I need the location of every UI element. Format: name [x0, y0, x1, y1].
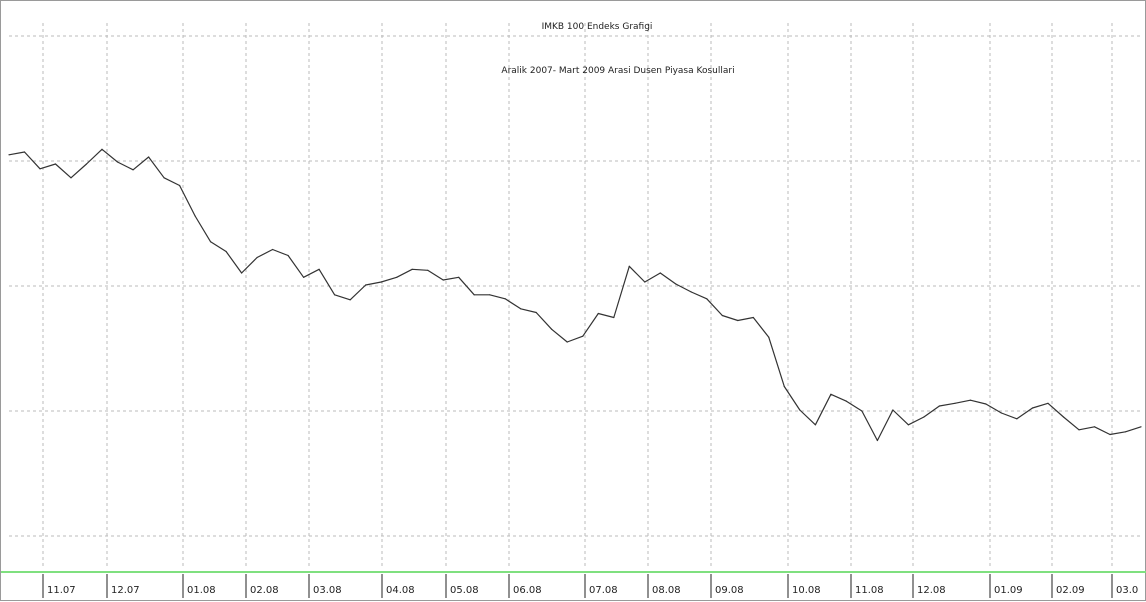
data-point	[845, 400, 848, 402]
x-tick-label: 11.08	[855, 585, 884, 596]
data-point	[613, 316, 615, 319]
data-point	[179, 184, 181, 187]
data-point	[675, 283, 677, 285]
data-point	[644, 281, 646, 283]
x-tick-label: 07.08	[589, 585, 618, 596]
data-point	[535, 311, 537, 314]
data-point	[907, 424, 910, 426]
x-tick-label: 10.08	[792, 585, 821, 596]
chart-title: IMKB 100 Endeks Grafigi	[542, 22, 653, 32]
data-point	[1031, 407, 1034, 409]
x-tick-label: 11.07	[47, 585, 76, 596]
data-point	[566, 341, 568, 343]
data-point	[597, 312, 599, 315]
data-point	[1016, 418, 1018, 420]
data-point	[721, 314, 723, 317]
data-point	[116, 161, 119, 163]
data-point	[473, 294, 475, 296]
data-point	[442, 279, 444, 281]
data-point	[954, 402, 956, 404]
x-tick-label: 12.08	[917, 585, 946, 596]
data-point	[551, 328, 553, 330]
data-point	[1124, 431, 1127, 433]
data-point	[427, 269, 429, 271]
data-point	[163, 177, 165, 179]
x-tick-label: 01.08	[187, 585, 216, 596]
axis-layer: 11.07 12.07 01.08 02.08 03.08 04.08 05.08 06.08…	[1, 571, 1146, 598]
data-point	[737, 319, 739, 322]
series-line	[8, 148, 1142, 442]
data-point	[241, 272, 243, 274]
data-point	[396, 276, 398, 278]
series-layer	[8, 148, 1142, 442]
x-tick-label: 03.08	[313, 585, 342, 596]
data-point	[1109, 433, 1111, 436]
chart-subtitle: Aralik 2007- Mart 2009 Arasi Dusen Piyas…	[501, 66, 734, 76]
data-point	[210, 241, 212, 243]
data-point	[799, 409, 801, 411]
data-point	[489, 294, 491, 296]
x-tick-label: 02.08	[250, 585, 279, 596]
data-point	[659, 272, 661, 274]
data-point	[194, 215, 196, 217]
data-point	[132, 169, 134, 171]
data-point	[365, 284, 367, 286]
data-point	[85, 163, 88, 165]
x-tick-label: 02.09	[1056, 585, 1085, 596]
data-point	[706, 298, 708, 300]
data-point	[814, 424, 817, 426]
data-point	[8, 154, 10, 156]
x-tick-label: 09.08	[715, 585, 744, 596]
data-point	[938, 405, 941, 407]
data-point	[334, 294, 336, 296]
data-point	[349, 299, 351, 301]
data-point	[1078, 429, 1080, 431]
data-point	[923, 416, 925, 418]
data-point	[411, 268, 413, 270]
x-tick-label: 01.09	[994, 585, 1023, 596]
data-point	[1093, 426, 1096, 428]
data-point	[752, 316, 754, 319]
x-tick-label: 03.0	[1116, 585, 1138, 596]
x-tick-label: 06.08	[513, 585, 542, 596]
data-point	[628, 265, 630, 267]
data-point	[225, 250, 227, 253]
data-point	[101, 148, 103, 150]
x-tick-label: 12.07	[111, 585, 140, 596]
data-point	[1047, 402, 1049, 404]
data-point	[783, 385, 785, 388]
data-point	[1062, 416, 1065, 418]
x-tick-label: 05.08	[450, 585, 479, 596]
data-point	[458, 276, 460, 278]
data-point	[985, 403, 987, 405]
data-point	[148, 156, 150, 158]
data-point	[582, 335, 584, 337]
data-point	[1140, 426, 1142, 428]
data-point	[861, 410, 863, 412]
data-point	[256, 256, 258, 259]
data-point	[1000, 412, 1003, 414]
x-tick-label: 08.08	[652, 585, 681, 596]
data-point	[380, 281, 382, 283]
data-point	[70, 177, 72, 179]
grid-layer	[9, 23, 1141, 569]
data-point	[504, 298, 506, 300]
data-point	[690, 291, 692, 293]
data-point	[830, 393, 832, 395]
data-point	[39, 168, 41, 170]
x-tick-label: 04.08	[386, 585, 415, 596]
data-point	[23, 151, 26, 153]
data-point	[303, 276, 305, 278]
data-point	[287, 254, 289, 257]
data-point	[520, 308, 522, 310]
data-point	[318, 268, 320, 270]
data-point	[272, 248, 274, 251]
data-point	[892, 409, 894, 411]
data-point	[768, 336, 770, 338]
data-point	[969, 399, 972, 401]
data-point	[54, 163, 57, 165]
data-point	[876, 439, 879, 442]
